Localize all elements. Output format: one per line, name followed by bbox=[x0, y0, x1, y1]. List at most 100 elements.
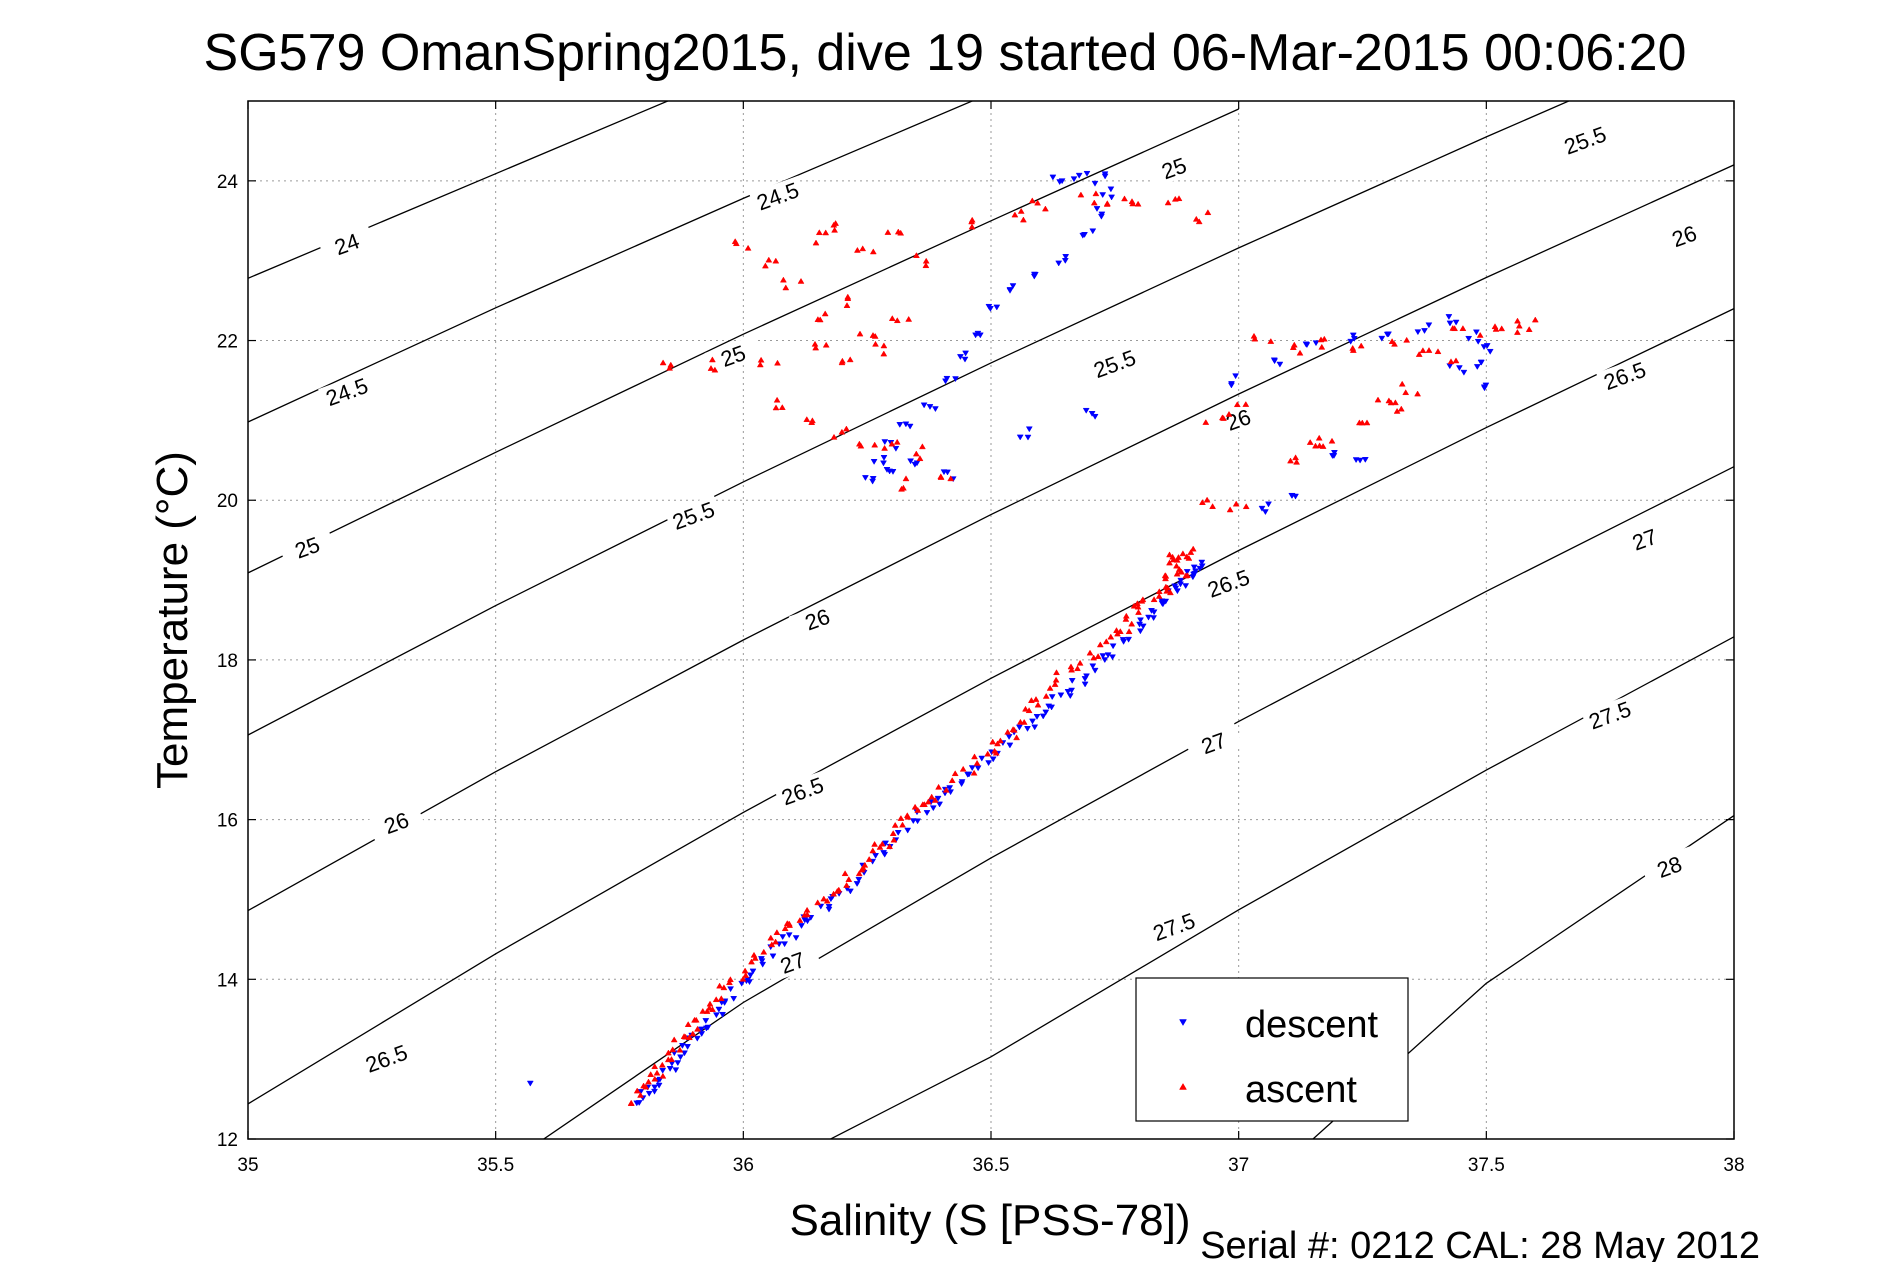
ascent-point bbox=[1306, 439, 1314, 445]
descent-point bbox=[1024, 434, 1032, 441]
descent-point bbox=[1139, 623, 1147, 630]
descent-point bbox=[666, 1066, 674, 1072]
ascent-point bbox=[1068, 666, 1076, 673]
descent-point bbox=[946, 785, 954, 792]
ascent-point bbox=[782, 284, 790, 291]
ascent-point bbox=[922, 262, 930, 269]
ascent-point bbox=[1010, 726, 1018, 733]
ascent-point bbox=[748, 958, 755, 965]
descent-point bbox=[1101, 173, 1109, 180]
contour-label-background bbox=[788, 598, 846, 640]
ascent-point bbox=[1398, 380, 1406, 387]
y-tick-label: 20 bbox=[217, 491, 238, 512]
ascent-point bbox=[822, 229, 830, 236]
descent-point bbox=[1099, 653, 1107, 660]
descent-point bbox=[965, 771, 973, 778]
descent-point bbox=[659, 1067, 667, 1074]
ascent-point bbox=[1204, 209, 1212, 216]
ascent-point bbox=[871, 840, 879, 847]
ascent-point bbox=[1067, 663, 1075, 670]
descent-point bbox=[1414, 329, 1422, 336]
descent-point bbox=[1068, 678, 1076, 684]
ascent-point bbox=[647, 1071, 655, 1077]
ascent-point bbox=[684, 1021, 692, 1027]
ascent-point bbox=[637, 1091, 644, 1098]
descent-point bbox=[1083, 673, 1090, 680]
ascent-point bbox=[1293, 458, 1301, 465]
descent-point bbox=[1031, 271, 1039, 278]
descent-point bbox=[1421, 328, 1428, 334]
ascent-point bbox=[667, 361, 675, 368]
ascent-point bbox=[951, 770, 959, 777]
ascent-point bbox=[1513, 329, 1521, 335]
ascent-point bbox=[1233, 401, 1241, 408]
descent-point bbox=[1136, 621, 1144, 628]
ascent-point bbox=[779, 276, 787, 283]
ascent-point bbox=[1011, 211, 1019, 218]
ascent-point bbox=[694, 1025, 701, 1032]
ascent-point bbox=[742, 972, 750, 978]
ascent-point bbox=[1074, 665, 1081, 672]
descent-point bbox=[1016, 434, 1024, 441]
ascent-point bbox=[1514, 317, 1521, 324]
descent-point bbox=[985, 760, 993, 767]
ascent-point bbox=[1041, 205, 1049, 212]
descent-point bbox=[1068, 687, 1076, 694]
ascent-point bbox=[1312, 442, 1319, 449]
descent-point bbox=[1107, 186, 1115, 193]
contour-label-background bbox=[318, 371, 376, 412]
descent-point bbox=[1025, 426, 1033, 433]
descent-point bbox=[684, 1044, 692, 1050]
descent-point bbox=[1057, 692, 1065, 699]
ascent-point bbox=[904, 813, 912, 820]
ascent-point bbox=[803, 416, 811, 422]
ascent-point bbox=[831, 226, 839, 233]
ascent-point bbox=[911, 803, 919, 810]
y-tick-label: 16 bbox=[217, 811, 238, 832]
ascent-point bbox=[1113, 627, 1120, 633]
ascent-point bbox=[814, 899, 822, 906]
ascent-point bbox=[1358, 419, 1366, 426]
ascent-point bbox=[1414, 390, 1422, 397]
ascent-point bbox=[861, 861, 869, 868]
ascent-point bbox=[1452, 357, 1460, 364]
ascent-point bbox=[803, 906, 811, 913]
contour-label-background bbox=[1145, 147, 1203, 189]
ascent-point bbox=[676, 1046, 684, 1053]
ascent-point bbox=[1052, 676, 1060, 683]
ascent-point bbox=[651, 1075, 659, 1082]
ascent-point bbox=[1251, 335, 1259, 342]
ascent-point bbox=[808, 419, 816, 425]
descent-point bbox=[974, 330, 982, 337]
ascent-point bbox=[1250, 332, 1258, 339]
ascent-point bbox=[1163, 587, 1171, 594]
descent-point bbox=[719, 1011, 727, 1018]
descent-point bbox=[1108, 194, 1116, 201]
ascent-point bbox=[1419, 347, 1427, 354]
descent-point bbox=[1070, 176, 1078, 183]
descent-point bbox=[1062, 254, 1070, 260]
ascent-point bbox=[1161, 572, 1169, 578]
ascent-point bbox=[1317, 336, 1325, 343]
ascent-point bbox=[1397, 405, 1405, 412]
ascent-point bbox=[916, 455, 924, 462]
descent-point bbox=[989, 756, 997, 763]
descent-point bbox=[1029, 718, 1036, 725]
ascent-point bbox=[670, 1036, 678, 1043]
ascent-point bbox=[841, 870, 849, 877]
y-tick-label: 12 bbox=[217, 1130, 238, 1151]
ascent-point bbox=[1150, 596, 1158, 603]
ascent-point bbox=[897, 815, 905, 821]
descent-point bbox=[870, 459, 878, 465]
ascent-point bbox=[922, 257, 930, 264]
ascent-point bbox=[1122, 615, 1130, 622]
contour-label-background bbox=[749, 175, 807, 217]
ascent-point bbox=[897, 229, 905, 236]
descent-point bbox=[1312, 340, 1320, 347]
descent-point bbox=[929, 805, 937, 812]
ascent-point bbox=[1328, 437, 1336, 444]
y-axis-label: Temperature (°C) bbox=[148, 451, 197, 789]
contour-label-background bbox=[1185, 722, 1243, 763]
ascent-point bbox=[1173, 562, 1180, 569]
ascent-point bbox=[942, 786, 950, 793]
